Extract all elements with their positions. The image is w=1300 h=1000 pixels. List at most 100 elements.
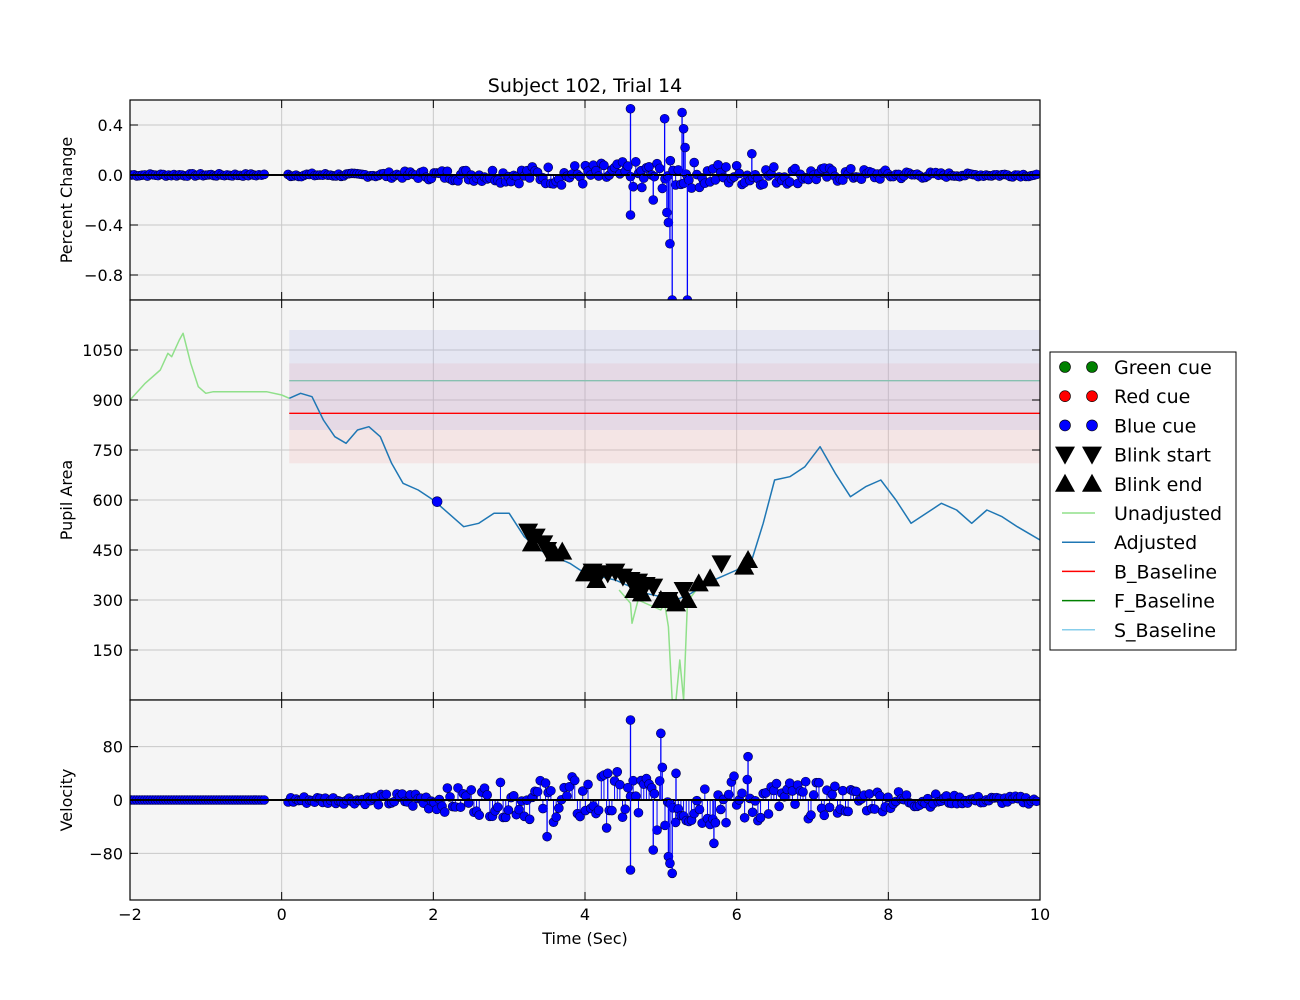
stem-marker	[577, 178, 588, 189]
series-blue-cue-stems	[542, 715, 753, 879]
stem-marker	[442, 783, 453, 793]
stem-marker	[617, 812, 628, 823]
legend: Green cue Red cue Blue cue Blink start Blink…	[1049, 351, 1237, 651]
baseline-band	[289, 330, 1040, 430]
stem-marker	[830, 781, 840, 792]
y-tick-label: 0.4	[98, 116, 123, 135]
stem-marker	[677, 107, 687, 118]
stem-marker	[599, 160, 609, 171]
stem-marker	[373, 799, 384, 810]
stem-marker	[747, 807, 758, 818]
stem-marker	[678, 123, 689, 134]
x-tick-label: 4	[580, 905, 590, 924]
stem-marker	[665, 858, 675, 869]
stem-marker	[715, 804, 726, 815]
legend-marker	[1082, 473, 1102, 492]
stem-marker	[665, 238, 675, 249]
x-tick-label: 10	[1030, 905, 1050, 924]
stem-marker	[739, 812, 750, 823]
y-axis-label: Percent Change	[57, 137, 76, 264]
legend-entry: F_Baseline	[1062, 591, 1215, 613]
stem-marker	[814, 777, 824, 788]
stem-marker	[743, 751, 753, 762]
stem-marker	[615, 779, 625, 790]
stem-marker	[790, 799, 800, 809]
plot-area	[130, 103, 1040, 300]
stem-marker	[625, 210, 636, 220]
stem-marker	[514, 804, 524, 815]
stem-marker	[569, 775, 580, 786]
y-tick-label: 0.0	[98, 166, 123, 185]
stem-marker	[648, 195, 659, 205]
stem-marker	[729, 771, 739, 782]
stem-marker	[503, 805, 514, 815]
stem-marker	[538, 803, 548, 814]
stem-marker	[612, 767, 623, 777]
stem-marker	[569, 161, 580, 171]
stem-marker	[514, 178, 524, 189]
legend-entry: Blink start	[1055, 445, 1211, 467]
stem-marker	[774, 801, 784, 812]
legend-entry: Blue cue	[1059, 415, 1196, 437]
blink-start-marker	[711, 555, 732, 574]
y-tick-label: −0.8	[84, 266, 123, 285]
stem-marker	[540, 778, 551, 788]
blink-end-marker	[631, 583, 652, 602]
stem-marker	[682, 295, 693, 300]
stem-marker	[408, 801, 418, 811]
blink-start-marker	[643, 578, 664, 597]
stem-marker	[784, 177, 795, 187]
y-tick-label: 300	[92, 591, 123, 610]
stem-marker	[487, 165, 498, 176]
stem-marker	[843, 806, 853, 817]
stem-marker	[466, 785, 477, 795]
stem-marker	[758, 179, 769, 190]
stem-marker	[838, 785, 848, 796]
stem-marker	[663, 217, 674, 228]
plot-area	[130, 330, 1040, 700]
x-tick-label: 8	[883, 905, 893, 924]
stem-marker	[492, 802, 503, 812]
blink-end-marker	[575, 563, 595, 582]
legend-entry: S_Baseline	[1062, 620, 1216, 642]
stem-marker	[577, 786, 588, 796]
y-tick-label: −80	[89, 844, 123, 863]
stem-marker	[631, 157, 641, 167]
stem-marker	[721, 162, 731, 172]
legend-label: Blink start	[1114, 445, 1211, 467]
stem-marker	[593, 805, 604, 816]
legend-marker	[1086, 419, 1098, 432]
stem-marker	[633, 807, 644, 818]
y-tick-label: 750	[92, 441, 123, 460]
stem-marker	[662, 207, 672, 218]
legend-marker	[1086, 390, 1098, 403]
y-tick-label: −0.4	[84, 216, 123, 235]
stem-marker	[824, 802, 835, 813]
legend-entry: Green cue	[1059, 357, 1212, 379]
legend-entry: B_Baseline	[1062, 561, 1217, 583]
stem-marker	[652, 825, 662, 835]
legend-label: S_Baseline	[1114, 620, 1216, 642]
stem-marker	[524, 814, 535, 825]
y-tick-label: 450	[92, 541, 123, 560]
stem-marker	[625, 103, 636, 114]
legend-label: Blue cue	[1114, 415, 1196, 437]
stem-marker	[659, 113, 670, 124]
stem-marker	[709, 838, 719, 849]
legend-entry: Blink end	[1055, 473, 1202, 496]
stem-marker	[670, 817, 681, 828]
plot-area	[130, 715, 1040, 879]
stem-marker	[601, 823, 612, 833]
stem-marker	[721, 817, 731, 828]
series-unadjusted	[130, 332, 290, 401]
stem-marker	[625, 715, 636, 725]
blue-cue-marker	[431, 496, 443, 507]
x-tick-label: 6	[732, 905, 742, 924]
stem-marker	[648, 845, 659, 855]
stem-marker	[700, 784, 710, 794]
legend-marker	[1059, 361, 1071, 373]
stem-marker	[769, 162, 779, 172]
y-tick-label: 80	[103, 738, 123, 757]
